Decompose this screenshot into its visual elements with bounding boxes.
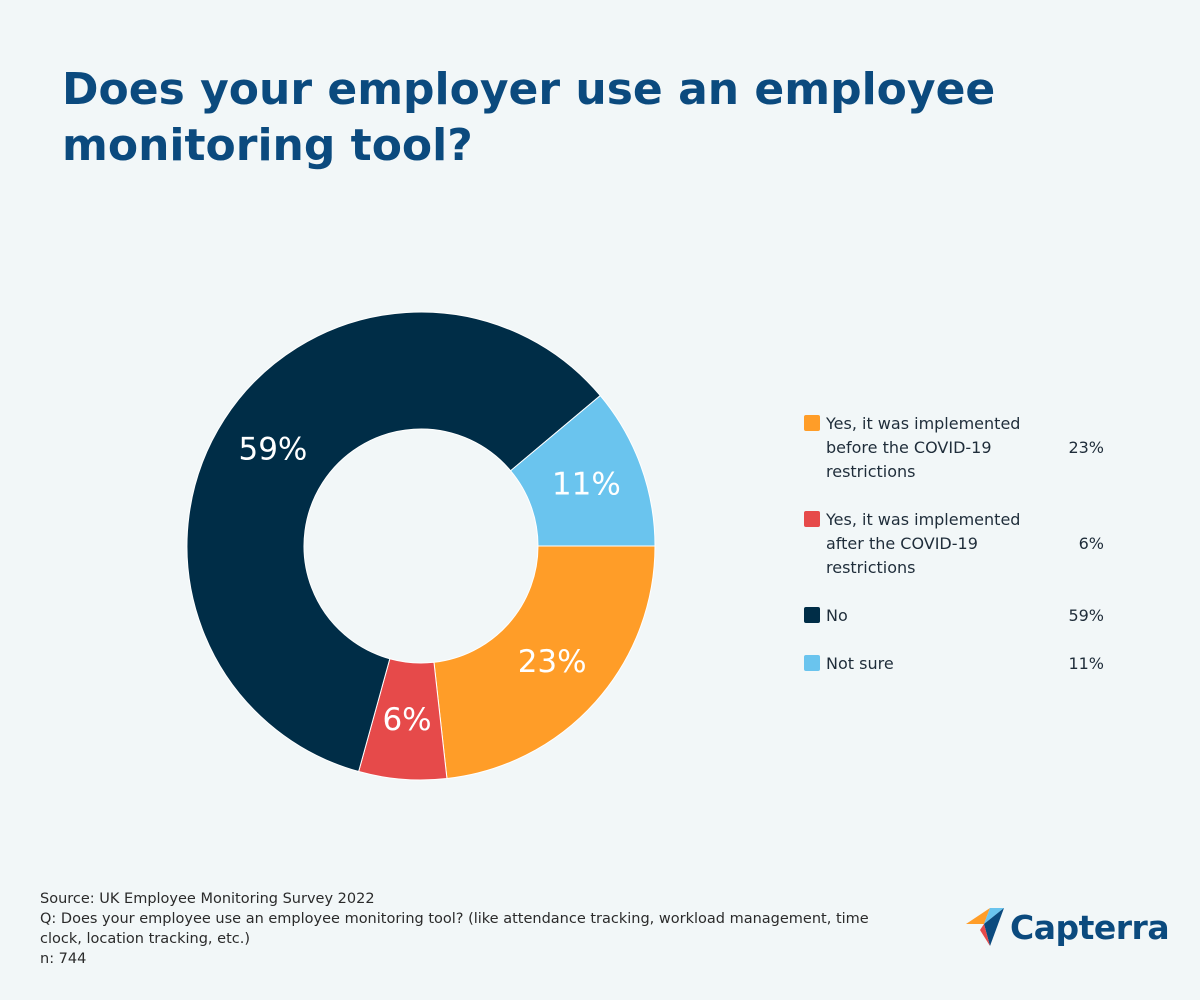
slice-label: 59% (238, 431, 307, 467)
legend-item: Yes, it was implemented before the COVID… (804, 412, 1104, 484)
footnote: n: 744 (40, 951, 87, 967)
donut-slice (186, 311, 601, 773)
slice-label: 6% (382, 702, 431, 738)
donut-slice (433, 545, 656, 780)
donut-slice (509, 394, 656, 547)
legend-value: 6% (1078, 534, 1104, 553)
slice-label: 11% (552, 466, 621, 502)
logo-icon (966, 908, 1004, 946)
legend-value: 11% (1068, 654, 1104, 673)
legend-swatch (804, 655, 820, 671)
legend-swatch (804, 511, 820, 527)
legend-label: Yes, it was implemented after the COVID-… (826, 510, 1021, 577)
legend-swatch (804, 607, 820, 623)
slice-label: 23% (518, 644, 587, 680)
chart-title: Does your employer use an employee monit… (62, 64, 996, 171)
legend-item: Yes, it was implemented after the COVID-… (804, 508, 1104, 580)
footnote: Source: UK Employee Monitoring Survey 20… (40, 891, 375, 907)
legend-swatch (804, 415, 820, 431)
footnotes: Source: UK Employee Monitoring Survey 20… (40, 889, 900, 969)
logo: Capterra (966, 906, 1170, 948)
legend: Yes, it was implemented before the COVID… (804, 412, 1104, 700)
legend-value: 23% (1068, 438, 1104, 457)
legend-label: Yes, it was implemented before the COVID… (826, 414, 1021, 481)
legend-label: No (826, 606, 848, 625)
legend-item: No 59% (804, 604, 1104, 628)
logo-text: Capterra (1010, 907, 1170, 947)
legend-label: Not sure (826, 654, 894, 673)
legend-value: 59% (1068, 606, 1104, 625)
footnote: Q: Does your employee use an employee mo… (40, 911, 869, 947)
legend-item: Not sure 11% (804, 652, 1104, 676)
